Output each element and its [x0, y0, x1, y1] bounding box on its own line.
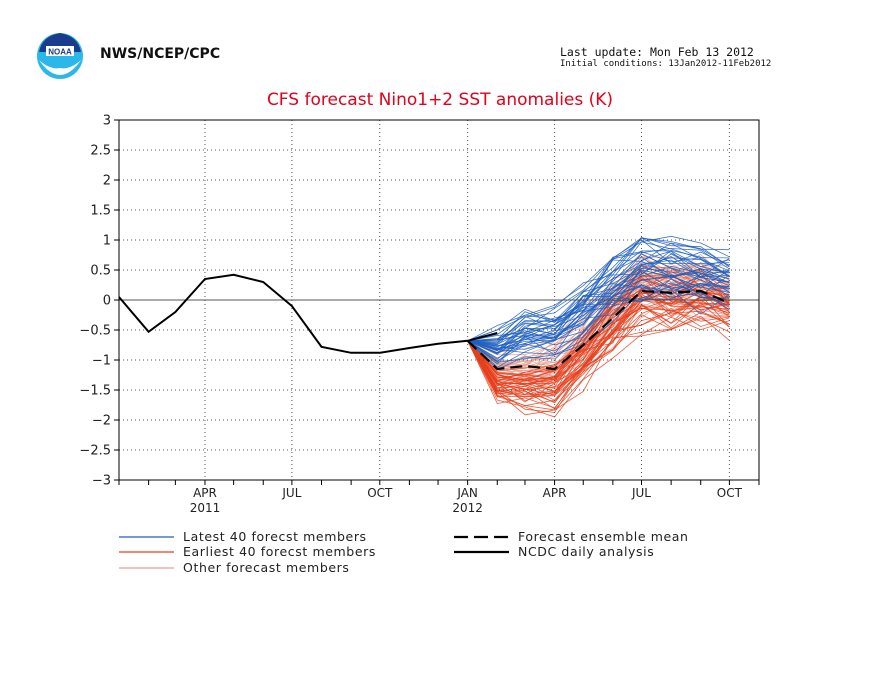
- nino-chart: 32.521.510.50−0.5−1−1.5−2−2.5−3APR2011JU…: [0, 0, 880, 680]
- observed-line: [119, 275, 497, 353]
- forecast-members: [468, 236, 730, 417]
- x-tick-label: APR: [193, 486, 217, 500]
- legend-label: Earliest 40 forecst members: [183, 544, 376, 559]
- x-tick-label: OCT: [717, 486, 743, 500]
- y-tick-label: −0.5: [79, 324, 111, 339]
- y-tick-label: 2.5: [90, 144, 111, 159]
- y-tick-label: −3: [92, 474, 111, 489]
- x-tick-label: JUL: [631, 486, 651, 500]
- x-tick-label: APR: [543, 486, 567, 500]
- y-tick-label: −1.5: [79, 384, 111, 399]
- y-tick-label: 1: [103, 234, 111, 249]
- y-tick-label: 1.5: [90, 204, 111, 219]
- y-tick-label: 2: [103, 174, 111, 189]
- grid: [119, 120, 759, 480]
- y-tick-label: −2: [92, 414, 111, 429]
- y-tick-label: 0.5: [90, 264, 111, 279]
- y-tick-label: −1: [92, 354, 111, 369]
- x-tick-label: OCT: [367, 486, 393, 500]
- legend-label: Other forecast members: [183, 560, 350, 575]
- legend-label: Forecast ensemble mean: [518, 529, 689, 544]
- x-tick-label: JUL: [281, 486, 301, 500]
- y-tick-label: 0: [103, 294, 111, 309]
- x-year-label: 2012: [452, 501, 483, 515]
- y-tick-label: −2.5: [79, 444, 111, 459]
- legend-label: NCDC daily analysis: [518, 544, 654, 559]
- x-year-label: 2011: [190, 501, 221, 515]
- x-tick-label: JAN: [456, 486, 478, 500]
- y-tick-label: 3: [103, 114, 111, 129]
- legend-label: Latest 40 forecst members: [183, 529, 367, 544]
